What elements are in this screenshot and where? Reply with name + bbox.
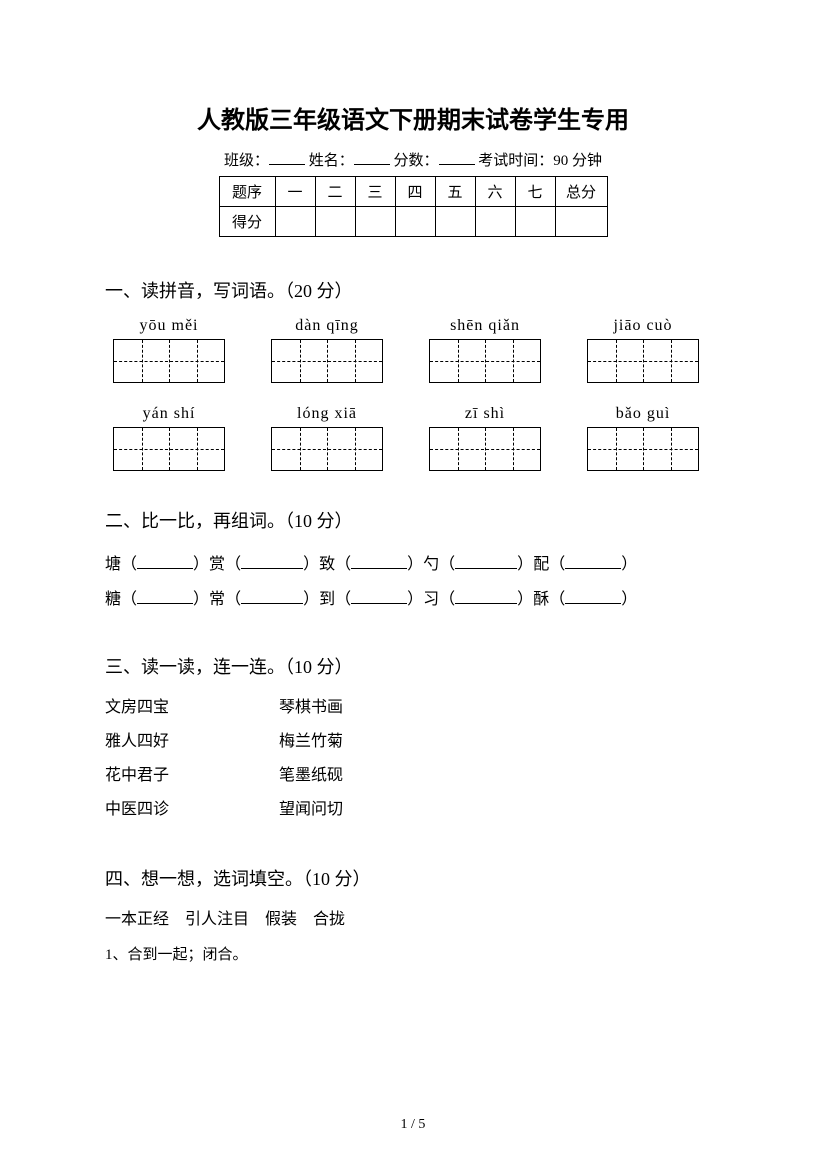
q2-blank[interactable] xyxy=(455,590,517,604)
q1-pinyin-row2: yán shí lóng xiā zī shì bǎo guì xyxy=(105,405,721,423)
q2-blank[interactable] xyxy=(351,590,407,604)
q1-pinyin-row1: yōu měi dàn qīng shēn qiǎn jiāo cuò xyxy=(105,317,721,335)
score-label: 分数： xyxy=(394,153,439,169)
q3-left-1: 文房四宝 xyxy=(105,693,169,717)
q2-blank[interactable] xyxy=(351,555,407,569)
q1-box-row1 xyxy=(105,339,721,383)
q2-l2-c3: 到 xyxy=(319,591,335,608)
q2-blank[interactable] xyxy=(565,590,621,604)
char-box[interactable] xyxy=(113,339,225,383)
q2-blank[interactable] xyxy=(137,590,193,604)
q3-right-3: 笔墨纸砚 xyxy=(279,761,343,785)
pinyin-5: yán shí xyxy=(113,405,225,423)
score-val-total[interactable] xyxy=(555,207,607,237)
q3-body: 文房四宝 雅人四好 花中君子 中医四诊 琴棋书画 梅兰竹菊 笔墨纸砚 望闻问切 xyxy=(105,693,721,829)
score-col-5: 五 xyxy=(435,177,475,207)
q1-box-row2 xyxy=(105,427,721,471)
char-box[interactable] xyxy=(587,339,699,383)
score-val-3[interactable] xyxy=(355,207,395,237)
q3-right-2: 梅兰竹菊 xyxy=(279,727,343,751)
q3-left-2: 雅人四好 xyxy=(105,727,169,751)
q2-l2-c2: 常 xyxy=(209,591,225,608)
score-value-row: 得分 xyxy=(219,207,607,237)
char-box[interactable] xyxy=(587,427,699,471)
q2-title: 二、比一比，再组词。（10 分） xyxy=(105,507,721,533)
q3-right-4: 望闻问切 xyxy=(279,795,343,819)
score-val-7[interactable] xyxy=(515,207,555,237)
score-col-4: 四 xyxy=(395,177,435,207)
class-label: 班级： xyxy=(224,153,269,169)
score-blank[interactable] xyxy=(439,151,475,165)
q2-line1: 塘（）赏（）致（）勺（）配（） xyxy=(105,547,721,582)
name-blank[interactable] xyxy=(354,151,390,165)
pinyin-7: zī shì xyxy=(429,405,541,423)
q2-l2-c4: 习 xyxy=(423,591,439,608)
score-val-5[interactable] xyxy=(435,207,475,237)
q2-l1-c3: 致 xyxy=(319,556,335,573)
score-col-1: 一 xyxy=(275,177,315,207)
score-val-1[interactable] xyxy=(275,207,315,237)
q1-title: 一、读拼音，写词语。（20 分） xyxy=(105,277,721,303)
time-label: 考试时间：90 分钟 xyxy=(478,153,602,169)
q2-blank[interactable] xyxy=(241,590,303,604)
score-col-2: 二 xyxy=(315,177,355,207)
q3-right-col: 琴棋书画 梅兰竹菊 笔墨纸砚 望闻问切 xyxy=(279,693,343,829)
q2-blank[interactable] xyxy=(565,555,621,569)
score-col-7: 七 xyxy=(515,177,555,207)
name-label: 姓名： xyxy=(309,153,354,169)
char-box[interactable] xyxy=(271,339,383,383)
q4-title: 四、想一想，选词填空。（10 分） xyxy=(105,865,721,891)
q4-item-1: 1、合到一起；闭合。 xyxy=(105,943,721,964)
q4-word-bank: 一本正经 引人注目 假装 合拢 xyxy=(105,905,721,929)
q3-right-1: 琴棋书画 xyxy=(279,693,343,717)
score-header-row: 题序 一 二 三 四 五 六 七 总分 xyxy=(219,177,607,207)
meta-line: 班级： 姓名： 分数： 考试时间：90 分钟 xyxy=(105,149,721,170)
score-col-6: 六 xyxy=(475,177,515,207)
q2-l1-c2: 赏 xyxy=(209,556,225,573)
pinyin-4: jiāo cuò xyxy=(587,317,699,335)
q2-body: 塘（）赏（）致（）勺（）配（） 糖（）常（）到（）习（）酥（） xyxy=(105,547,721,617)
class-blank[interactable] xyxy=(269,151,305,165)
pinyin-6: lóng xiā xyxy=(271,405,383,423)
q2-l1-c1: 塘 xyxy=(105,556,121,573)
q2-l1-c5: 配 xyxy=(533,556,549,573)
q2-blank[interactable] xyxy=(137,555,193,569)
q2-l2-c1: 糖 xyxy=(105,591,121,608)
q3-left-3: 花中君子 xyxy=(105,761,169,785)
q3-left-4: 中医四诊 xyxy=(105,795,169,819)
q2-l2-c5: 酥 xyxy=(533,591,549,608)
score-table: 题序 一 二 三 四 五 六 七 总分 得分 xyxy=(219,176,608,237)
q3-title: 三、读一读，连一连。（10 分） xyxy=(105,653,721,679)
score-hdr-label: 题序 xyxy=(219,177,275,207)
q2-l1-c4: 勺 xyxy=(423,556,439,573)
char-box[interactable] xyxy=(113,427,225,471)
score-col-3: 三 xyxy=(355,177,395,207)
char-box[interactable] xyxy=(429,427,541,471)
page-footer: 1 / 5 xyxy=(0,1117,826,1133)
pinyin-3: shēn qiǎn xyxy=(429,317,541,335)
score-val-6[interactable] xyxy=(475,207,515,237)
q2-line2: 糖（）常（）到（）习（）酥（） xyxy=(105,582,721,617)
score-val-4[interactable] xyxy=(395,207,435,237)
char-box[interactable] xyxy=(429,339,541,383)
pinyin-1: yōu měi xyxy=(113,317,225,335)
pinyin-8: bǎo guì xyxy=(587,405,699,423)
q2-blank[interactable] xyxy=(455,555,517,569)
score-val-2[interactable] xyxy=(315,207,355,237)
score-val-label: 得分 xyxy=(219,207,275,237)
score-col-total: 总分 xyxy=(555,177,607,207)
char-box[interactable] xyxy=(271,427,383,471)
pinyin-2: dàn qīng xyxy=(271,317,383,335)
q3-left-col: 文房四宝 雅人四好 花中君子 中医四诊 xyxy=(105,693,169,829)
doc-title: 人教版三年级语文下册期末试卷学生专用 xyxy=(105,100,721,135)
q2-blank[interactable] xyxy=(241,555,303,569)
